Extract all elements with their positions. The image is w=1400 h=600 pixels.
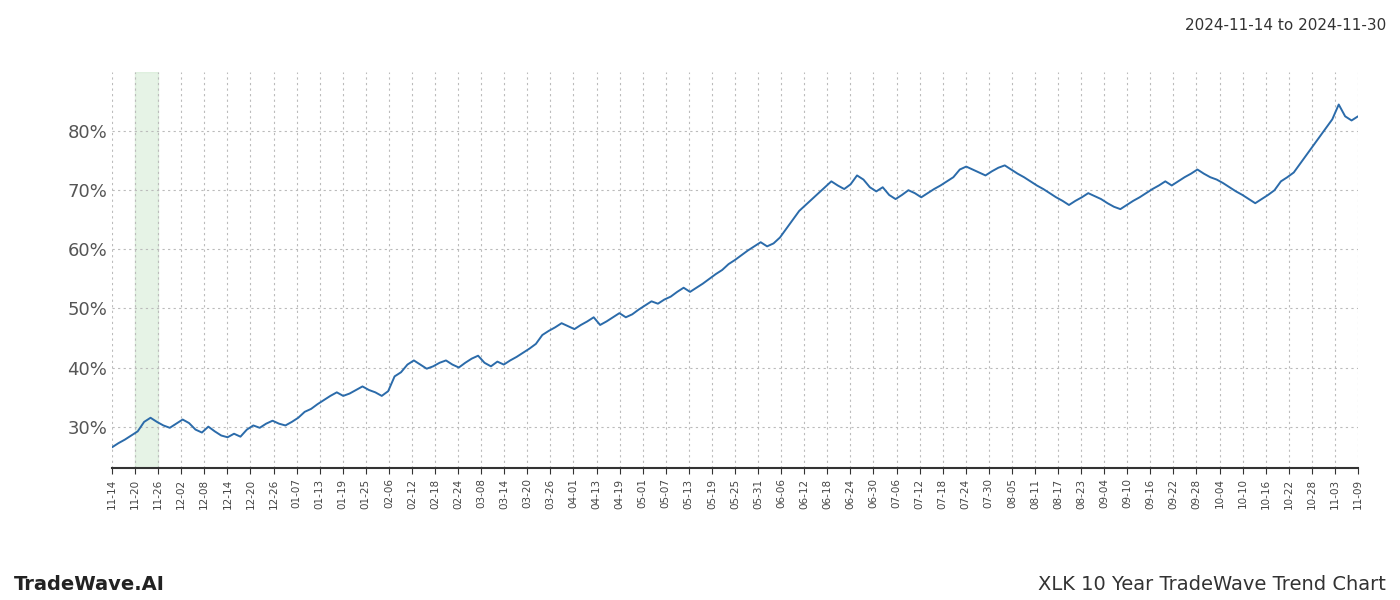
Text: TradeWave.AI: TradeWave.AI (14, 575, 165, 594)
Text: XLK 10 Year TradeWave Trend Chart: XLK 10 Year TradeWave Trend Chart (1039, 575, 1386, 594)
Bar (134, 72, 158, 468)
Text: 2024-11-14 to 2024-11-30: 2024-11-14 to 2024-11-30 (1184, 18, 1386, 33)
